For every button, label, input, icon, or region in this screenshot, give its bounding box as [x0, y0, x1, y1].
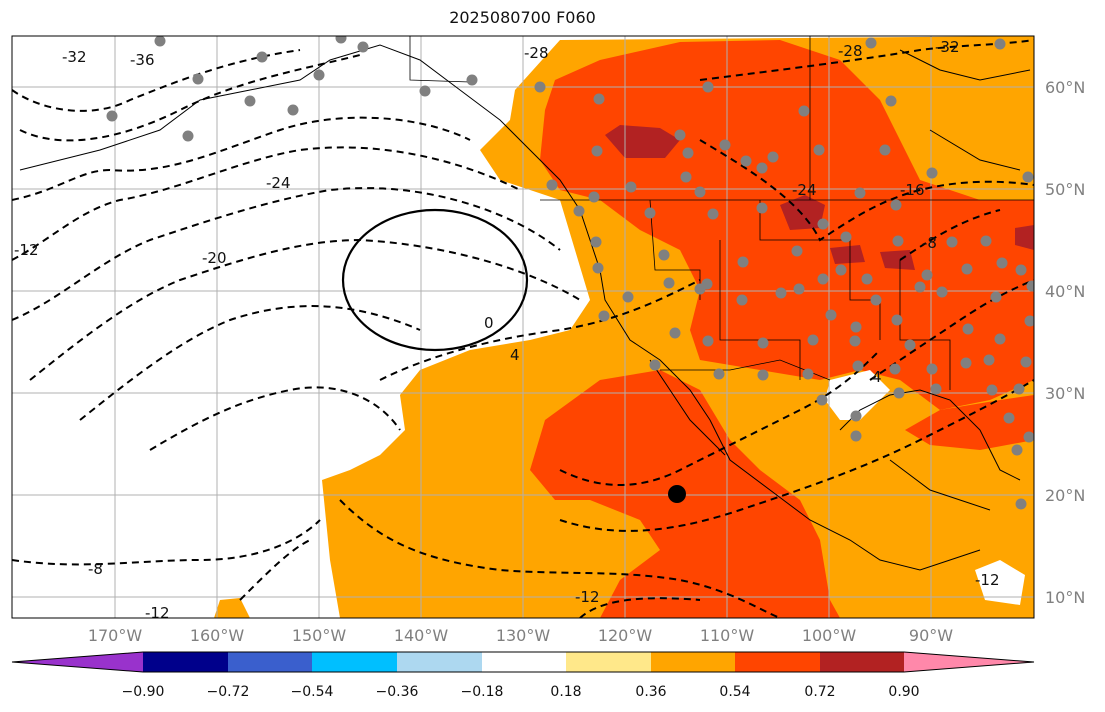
- lat-label: 10°N: [1045, 588, 1086, 607]
- colorbar-tick-label: −0.18: [460, 684, 504, 700]
- map-title: 2025080700 F060: [449, 8, 596, 27]
- colorbar-segment: [651, 652, 735, 672]
- fill-orange-island: [214, 598, 250, 618]
- lat-label: 50°N: [1045, 180, 1086, 199]
- colorbar-tick-label: −0.36: [375, 684, 419, 700]
- colorbar-segment: [820, 652, 904, 672]
- lat-label: 40°N: [1045, 282, 1086, 301]
- lon-label: 170°W: [87, 626, 143, 645]
- contour-label: 4: [510, 346, 520, 364]
- contour-label: -12: [14, 241, 39, 259]
- highlight-point: [668, 485, 686, 503]
- contour-label: -16: [900, 181, 925, 199]
- lat-label: 30°N: [1045, 384, 1086, 403]
- colorbar-segment: [735, 652, 820, 672]
- contour-label: -28: [838, 42, 863, 60]
- lon-label: 130°W: [495, 626, 551, 645]
- colorbar-segment: [228, 652, 312, 672]
- contour-label: -20: [202, 249, 227, 267]
- colorbar-tick-label: −0.90: [121, 684, 165, 700]
- contour-label: -12: [575, 588, 600, 606]
- contour-label: -28: [524, 44, 549, 62]
- contour-label: -12: [975, 571, 1000, 589]
- colorbar-segment: [397, 652, 482, 672]
- lon-label: 150°W: [291, 626, 347, 645]
- lon-label: 140°W: [393, 626, 449, 645]
- fill-darkred-4: [880, 250, 915, 270]
- fill-darkred-1: [605, 125, 680, 158]
- contour-label: -32: [62, 48, 87, 66]
- fill-white-caribbean: [975, 560, 1025, 605]
- map-frame: [11, 35, 1035, 619]
- colorbar-segment: [12, 652, 143, 672]
- contour-label: -36: [130, 51, 155, 69]
- colorbar-tick-label: −0.54: [290, 684, 334, 700]
- colorbar-tick-label: 0.90: [888, 684, 920, 700]
- colorbar-tick-label: 0.54: [719, 684, 751, 700]
- contour-label: -24: [266, 174, 291, 192]
- contour-label: -8: [922, 234, 937, 252]
- fill-red-gulf: [905, 395, 1034, 450]
- colorbar-segment: [143, 652, 228, 672]
- contour-label: 4: [872, 368, 882, 386]
- coastlines: [19, 44, 1031, 571]
- lon-label: 100°W: [801, 626, 857, 645]
- colorbar-segment: [482, 652, 566, 672]
- graticule: [12, 36, 1034, 618]
- contour-labels: -32 -36 -28 -28 -32 -24 -24 -20 -16 -12 …: [14, 38, 1000, 622]
- colorbar-tick-label: 0.72: [804, 684, 836, 700]
- fill-darkred-3: [830, 245, 865, 264]
- colorbar-tick-label: 0.36: [635, 684, 667, 700]
- colorbar-tick-label: −0.72: [206, 684, 250, 700]
- dashed-contours: [12, 39, 1034, 618]
- lat-label: 60°N: [1045, 78, 1086, 97]
- contour-label: -24: [792, 181, 817, 199]
- fill-white-gulf: [825, 370, 890, 420]
- colorbar-tick-label: 0.18: [550, 684, 582, 700]
- station-dots: [106, 36, 1034, 510]
- colorbar-segment: [312, 652, 397, 672]
- lon-label: 90°W: [908, 626, 954, 645]
- colorbar: [11, 651, 1035, 673]
- zero-contour: [341, 208, 529, 352]
- colorbar-outline: [11, 651, 1035, 673]
- lat-label: 20°N: [1045, 486, 1086, 505]
- contour-label: -12: [145, 604, 170, 622]
- colorbar-segment: [904, 652, 1034, 672]
- lon-label: 160°W: [189, 626, 245, 645]
- fill-darkred-5: [1015, 225, 1034, 250]
- contour-label: 0: [484, 314, 494, 332]
- contour-label: -8: [88, 560, 103, 578]
- colorbar-segment: [566, 652, 651, 672]
- lon-label: 110°W: [699, 626, 755, 645]
- contour-label: -32: [935, 38, 960, 56]
- lon-label: 120°W: [597, 626, 653, 645]
